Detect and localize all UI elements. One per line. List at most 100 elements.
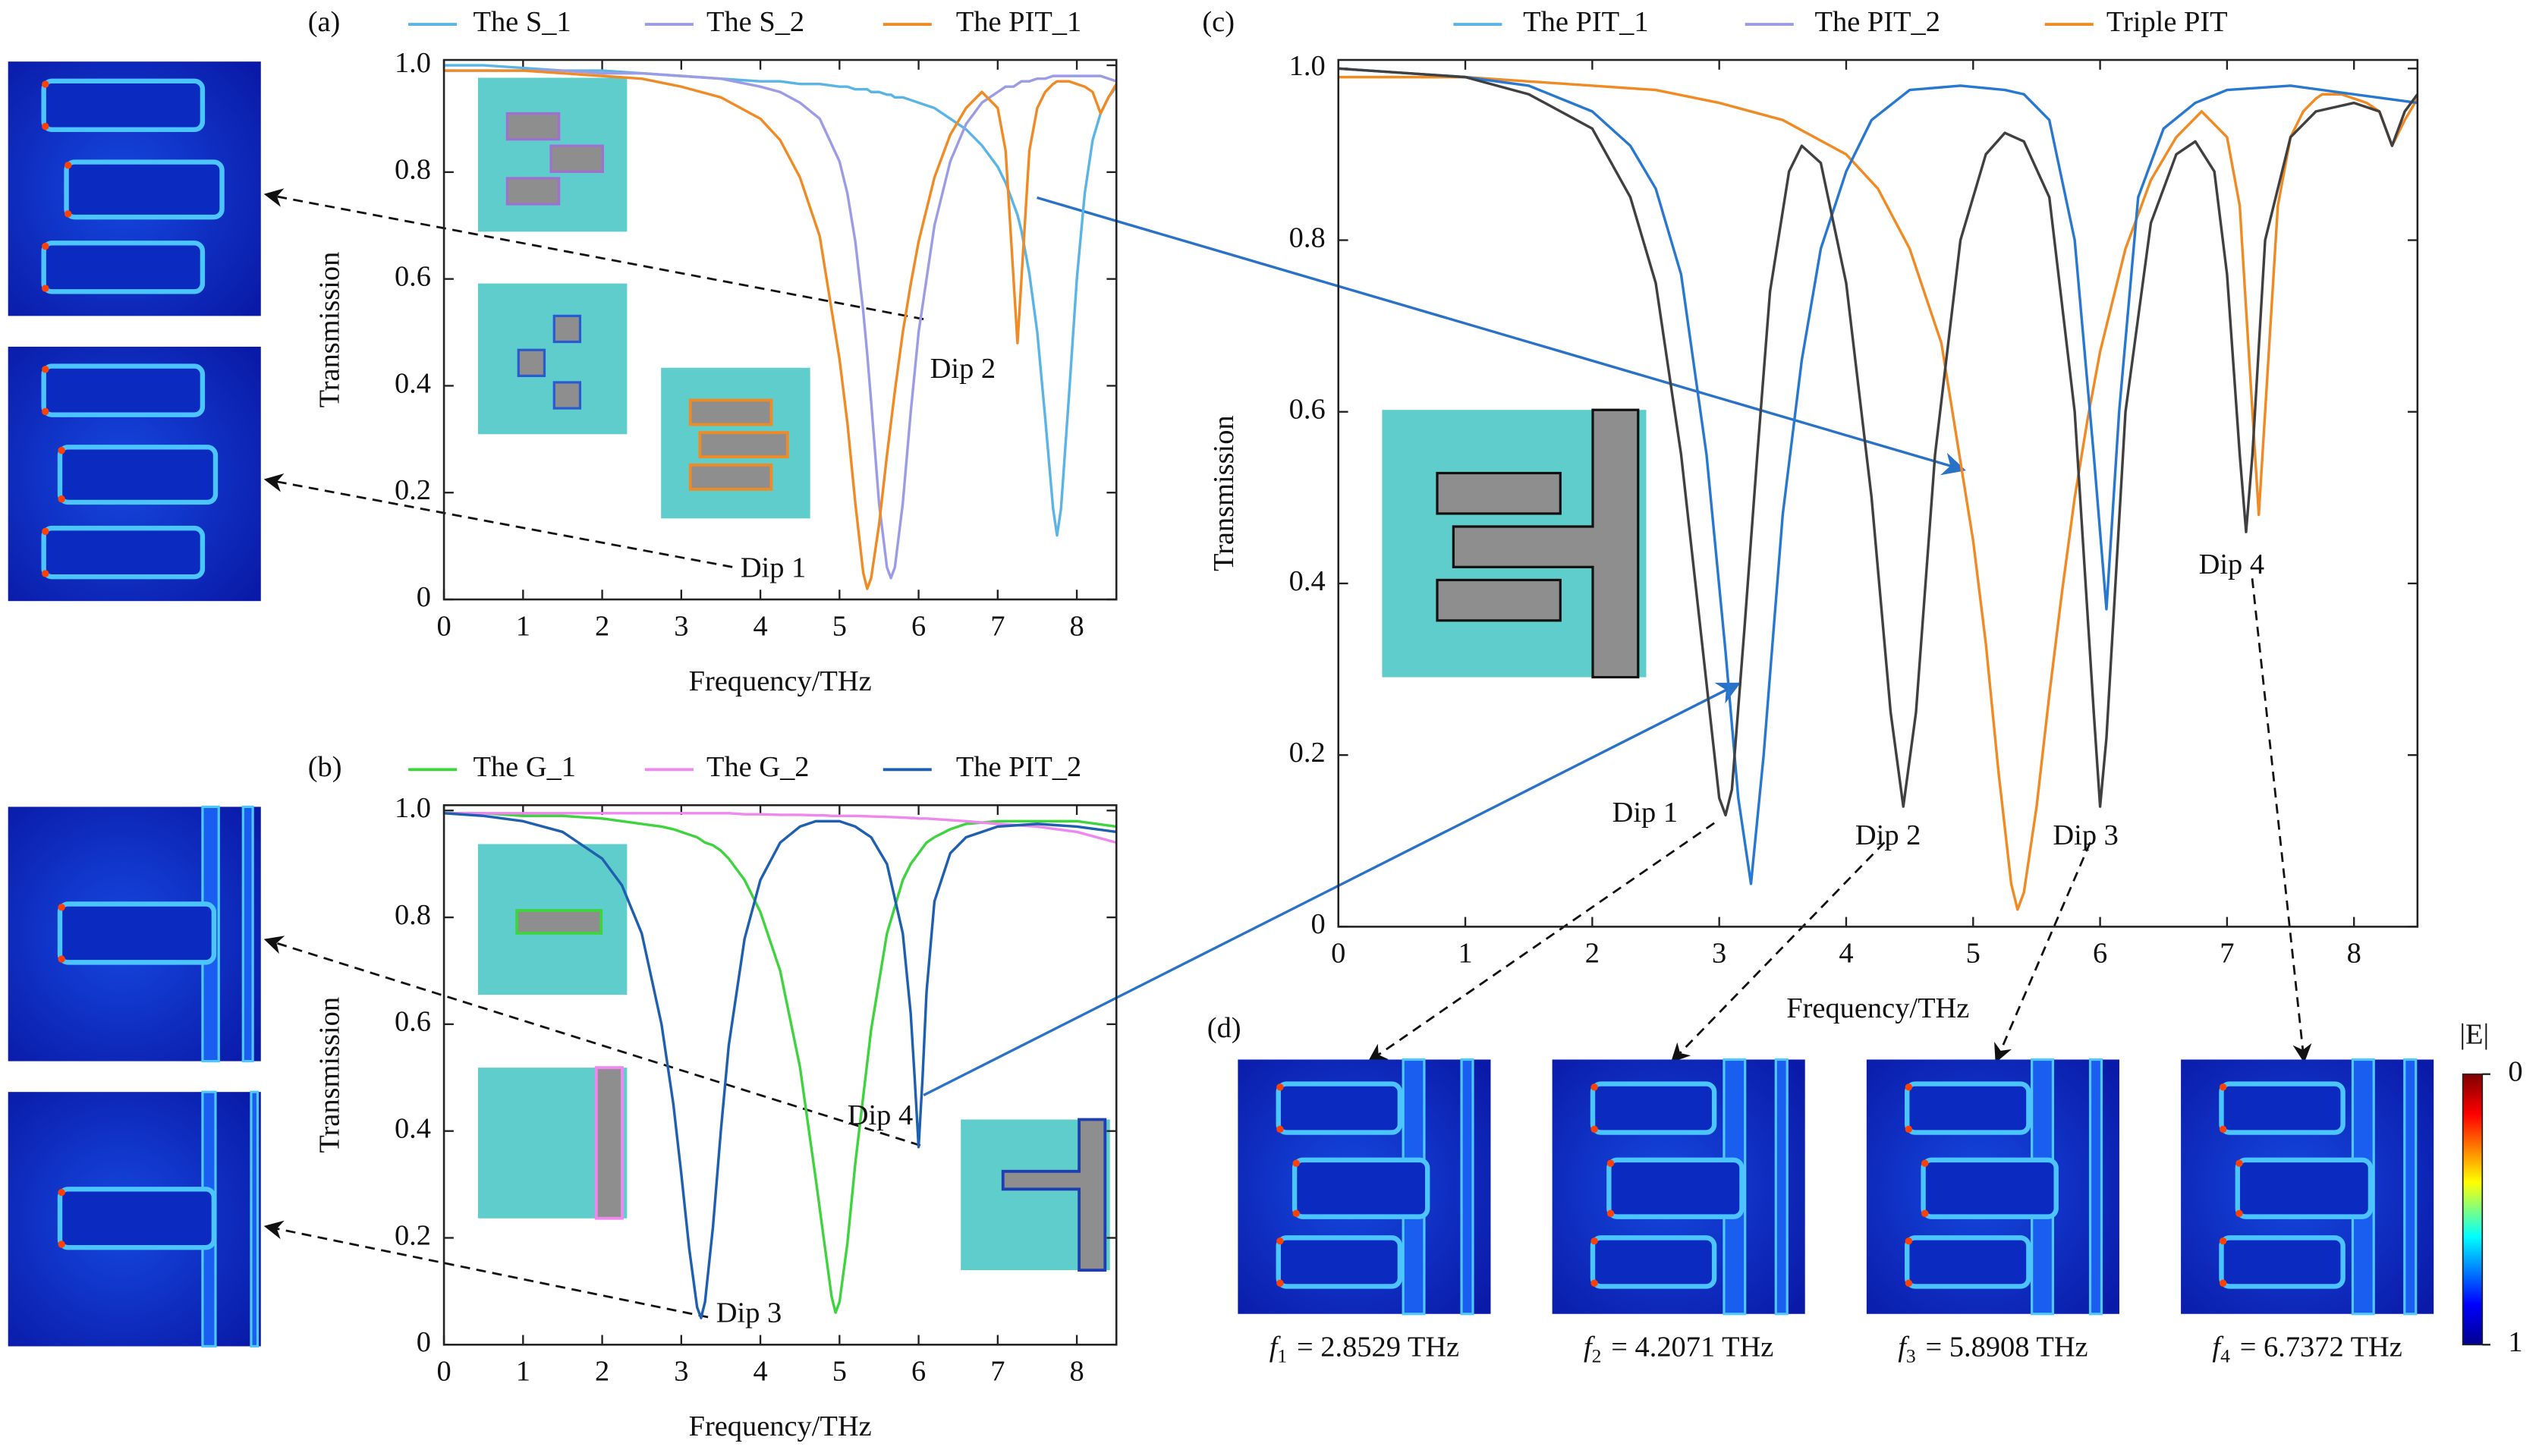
field-hotspot (42, 80, 49, 88)
y-tick-label: 0.6 (395, 1006, 431, 1038)
x-tick-label: 2 (1585, 938, 1600, 970)
series-line (1338, 67, 2419, 817)
x-tick-label: 4 (1839, 938, 1853, 970)
x-tick-label: 0 (436, 610, 451, 642)
x-tick-label: 3 (674, 1356, 688, 1388)
field-bar (57, 445, 219, 505)
field-map (8, 346, 261, 602)
field-hotspot (1905, 1083, 1913, 1091)
field-bar (41, 525, 206, 580)
x-tick-label: 0 (1331, 938, 1345, 970)
x-tick-label: 7 (990, 1356, 1005, 1388)
field-bar (1905, 1081, 2031, 1135)
x-tick-label: 4 (753, 1356, 767, 1388)
x-tick-label: 1 (516, 1356, 530, 1388)
x-tick-label: 1 (516, 610, 530, 642)
field-caption: f4 = 6.7372 THz (2212, 1332, 2402, 1367)
x-axis-label: Frequency/THz (1786, 992, 1969, 1024)
field-hotspot (42, 570, 49, 577)
x-tick-label: 1 (1458, 938, 1472, 970)
field-hotspot (1905, 1237, 1913, 1245)
field-strip (241, 805, 254, 1063)
field-bar (2235, 1157, 2374, 1219)
field-bar (1590, 1235, 1717, 1289)
annotation: Dip 4 (2199, 549, 2264, 580)
caption-value: = 6.7372 THz (2240, 1332, 2402, 1363)
y-tick-label: 0.2 (395, 1219, 431, 1251)
x-tick-label: 7 (2220, 938, 2234, 970)
field-hotspot (1905, 1279, 1913, 1287)
arrows (263, 188, 2312, 1319)
field-hotspot (1276, 1279, 1284, 1287)
x-tick-label: 2 (595, 610, 609, 642)
field-map (8, 805, 261, 1063)
plot-frame (442, 58, 1118, 601)
field-strip (1460, 1058, 1474, 1316)
inset-structures-b (477, 844, 1110, 1272)
series-line (443, 812, 1117, 1319)
caption-value: = 4.2071 THz (1611, 1332, 1773, 1363)
series-line (1338, 67, 2418, 885)
plot-frame (1337, 58, 2419, 928)
y-axis-label: Transmission (1208, 415, 1240, 571)
y-tick-label: 0.2 (395, 474, 431, 506)
field-bar (2219, 1081, 2346, 1135)
y-tick-label: 0.2 (1289, 737, 1326, 769)
field-bar (1590, 1081, 1717, 1135)
field-hotspot (1292, 1159, 1300, 1167)
annotation: Dip 2 (1855, 819, 1921, 851)
series-line (444, 812, 1117, 1314)
field-hotspot (2219, 1279, 2227, 1287)
field-caption: f3 = 5.8908 THz (1898, 1332, 2088, 1367)
x-tick-label: 6 (911, 610, 926, 642)
field-bar (1921, 1157, 2059, 1219)
colorbar-label: |E| (2459, 1018, 2489, 1050)
caption-value: = 5.8908 THz (1926, 1332, 2088, 1363)
legend-label: The PIT_2 (1815, 6, 1940, 38)
field-hotspot (42, 122, 49, 131)
series-line (444, 812, 1117, 844)
field-hotspot (1590, 1083, 1598, 1091)
field-caption: f1 = 2.8529 THz (1270, 1332, 1459, 1367)
caption-index: 4 (2220, 1344, 2230, 1366)
x-tick-label: 6 (911, 1356, 926, 1388)
y-axis-label: Transmission (314, 252, 346, 408)
caption-index: 2 (1592, 1344, 1602, 1366)
field-bar (57, 1187, 217, 1250)
y-tick-label: 0.4 (395, 367, 431, 399)
inset-structures-a (477, 77, 810, 519)
field-hotspot (1276, 1237, 1284, 1245)
panel-label: (b) (308, 751, 342, 783)
y-tick-label: 0.4 (1289, 565, 1326, 597)
series-line (444, 64, 1118, 537)
field-map (2181, 1058, 2434, 1316)
field-hotspot (1606, 1209, 1615, 1218)
field-hotspot (1921, 1159, 1929, 1167)
inset-structure-c (1382, 408, 1647, 679)
plot-frame (442, 803, 1118, 1346)
field-hotspot (1905, 1125, 1913, 1134)
field-bar (41, 241, 206, 294)
y-tick-label: 0.8 (1289, 222, 1326, 253)
field-map (8, 61, 261, 316)
field-hotspot (58, 904, 65, 911)
field-map (1866, 1058, 2119, 1316)
legend-label: The PIT_1 (956, 6, 1081, 38)
caption-index: 3 (1906, 1344, 1916, 1366)
y-tick-label: 0.6 (395, 260, 431, 292)
field-hotspot (2235, 1209, 2243, 1218)
field-hotspot (2219, 1125, 2227, 1134)
x-tick-label: 2 (595, 1356, 609, 1388)
field-hotspot (42, 527, 49, 536)
colorbar (2462, 1073, 2484, 1346)
x-tick-label: 5 (1966, 938, 1981, 970)
field-hotspot (1590, 1279, 1598, 1287)
field-hotspot (1292, 1209, 1300, 1218)
colorbar-tick-label: 1 (2508, 1326, 2522, 1358)
field-caption: f2 = 4.2071 THz (1584, 1332, 1773, 1367)
x-axis-label: Frequency/THz (689, 665, 872, 697)
y-tick-label: 0.8 (395, 154, 431, 186)
annotation: Dip 1 (1612, 797, 1678, 829)
x-tick-label: 3 (1712, 938, 1726, 970)
